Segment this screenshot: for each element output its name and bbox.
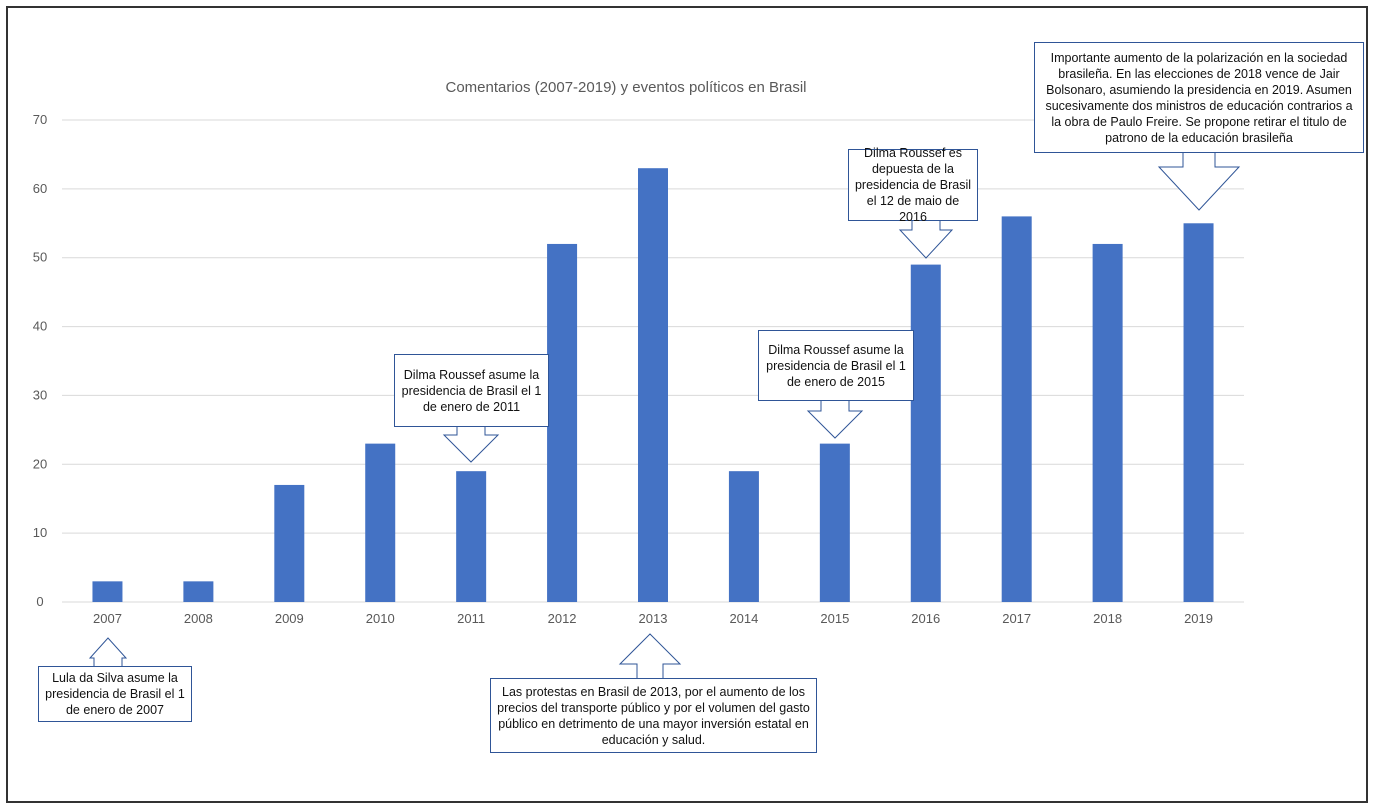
arrow-2019 bbox=[1157, 153, 1241, 211]
x-tick-label: 2008 bbox=[184, 611, 213, 626]
y-tick-label: 60 bbox=[33, 181, 47, 196]
x-tick-label: 2017 bbox=[1002, 611, 1031, 626]
bar-2015 bbox=[819, 443, 850, 602]
bar-2010 bbox=[365, 443, 396, 602]
bar-2009 bbox=[274, 484, 305, 602]
x-tick-label: 2011 bbox=[457, 611, 485, 626]
y-axis-ticks: 0 10 20 30 40 50 60 70 bbox=[33, 112, 47, 609]
y-tick-label: 50 bbox=[33, 250, 47, 265]
annotation-2013: Las protestas en Brasil de 2013, por el … bbox=[490, 678, 817, 753]
annotation-2015: Dilma Roussef asume la presidencia de Br… bbox=[758, 330, 914, 401]
y-tick-label: 10 bbox=[33, 525, 47, 540]
bar-2016 bbox=[910, 264, 941, 602]
y-tick-label: 40 bbox=[33, 319, 47, 334]
y-tick-label: 20 bbox=[33, 456, 47, 471]
bar-2019 bbox=[1183, 223, 1214, 603]
annotation-2019: Importante aumento de la polarización en… bbox=[1034, 42, 1364, 153]
x-tick-label: 2018 bbox=[1093, 611, 1122, 626]
annotation-2016: Dilma Roussef es depuesta de la presiden… bbox=[848, 146, 978, 224]
arrow-2013 bbox=[618, 633, 682, 678]
bars bbox=[92, 168, 1214, 603]
x-tick-label: 2016 bbox=[911, 611, 940, 626]
y-tick-label: 70 bbox=[33, 112, 47, 127]
callout-arrows bbox=[88, 153, 1241, 678]
bar-2014 bbox=[728, 471, 759, 602]
y-tick-label: 30 bbox=[33, 387, 47, 402]
arrow-2011 bbox=[442, 427, 500, 463]
x-tick-label: 2009 bbox=[275, 611, 304, 626]
bar-2008 bbox=[183, 581, 214, 602]
x-tick-label: 2007 bbox=[93, 611, 122, 626]
x-axis-ticks: 2007 2008 2009 2010 2011 2012 2013 2014 2015 2016… bbox=[93, 611, 1213, 626]
arrow-2016 bbox=[898, 221, 954, 259]
arrow-2007 bbox=[88, 637, 128, 666]
y-tick-label: 0 bbox=[36, 594, 43, 609]
annotation-2011: Dilma Roussef asume la presidencia de Br… bbox=[394, 354, 549, 427]
chart-title: Comentarios (2007-2019) y eventos políti… bbox=[445, 79, 806, 96]
annotation-2007: Lula da Silva asume la presidencia de Br… bbox=[38, 666, 192, 722]
x-tick-label: 2014 bbox=[729, 611, 758, 626]
bar-2013 bbox=[638, 168, 668, 602]
bar-2007 bbox=[92, 581, 123, 602]
x-tick-label: 2010 bbox=[366, 611, 395, 626]
bar-2017 bbox=[1001, 216, 1032, 602]
bar-2012 bbox=[547, 243, 578, 602]
x-tick-label: 2015 bbox=[820, 611, 849, 626]
bar-2011 bbox=[456, 471, 487, 602]
arrow-2015 bbox=[806, 401, 864, 439]
x-tick-label: 2013 bbox=[639, 611, 668, 626]
x-tick-label: 2012 bbox=[548, 611, 577, 626]
x-tick-label: 2019 bbox=[1184, 611, 1213, 626]
bar-2018 bbox=[1092, 243, 1123, 602]
